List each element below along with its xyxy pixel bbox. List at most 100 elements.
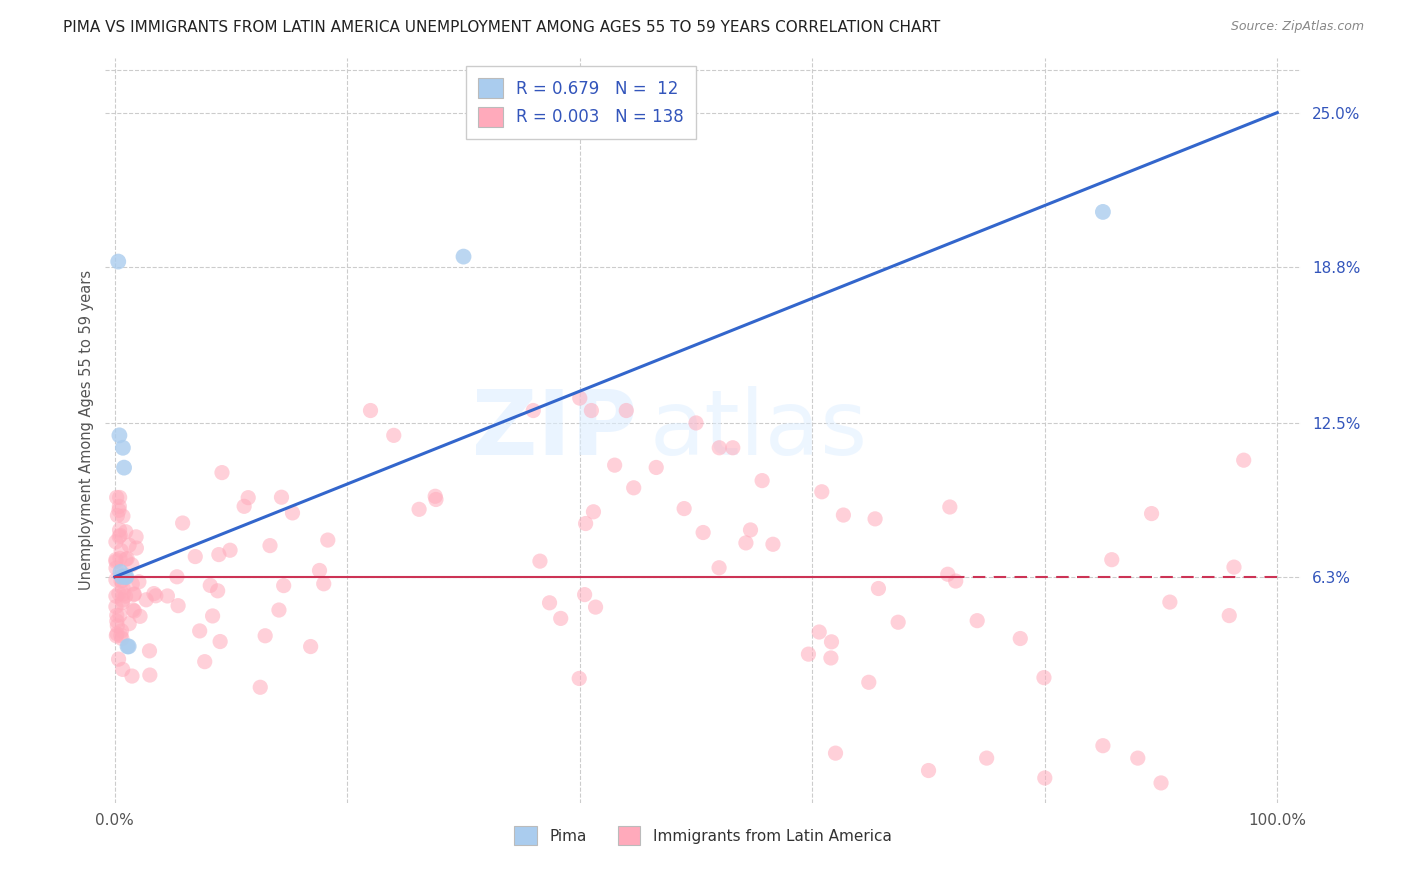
Point [108, 500, 131, 514]
Point [105, 491, 128, 505]
Point [858, 675, 880, 690]
Point [125, 541, 148, 555]
Point [645, 460, 668, 475]
Y-axis label: Unemployment Among Ages 55 to 59 years: Unemployment Among Ages 55 to 59 years [79, 270, 94, 591]
Point [105, 614, 128, 628]
Point [219, 543, 242, 558]
Point [139, 668, 162, 682]
Point [111, 441, 134, 455]
Point [585, 600, 607, 615]
Point [735, 536, 758, 550]
Point [707, 560, 730, 574]
Point [887, 615, 910, 630]
Point [184, 549, 207, 564]
Point [1223, 560, 1246, 574]
Point [108, 551, 131, 566]
Point [603, 458, 626, 472]
Point [614, 403, 637, 417]
Point [108, 428, 131, 442]
Point [1101, 552, 1123, 566]
Point [1233, 453, 1256, 467]
Point [145, 589, 167, 603]
Text: ZIP: ZIP [472, 386, 637, 475]
Point [582, 505, 605, 519]
Point [188, 624, 211, 638]
Point [966, 614, 988, 628]
Point [104, 589, 127, 603]
Point [810, 484, 832, 499]
Point [104, 554, 127, 568]
Point [623, 481, 645, 495]
Point [522, 403, 544, 417]
Point [936, 567, 959, 582]
Point [111, 662, 134, 676]
Point [111, 581, 134, 595]
Text: PIMA VS IMMIGRANTS FROM LATIN AMERICA UNEMPLOYMENT AMONG AGES 55 TO 59 YEARS COR: PIMA VS IMMIGRANTS FROM LATIN AMERICA UN… [63, 20, 941, 35]
Point [108, 503, 131, 517]
Point [1126, 751, 1149, 765]
Legend: Pima, Immigrants from Latin America: Pima, Immigrants from Latin America [509, 820, 897, 851]
Point [238, 491, 260, 505]
Point [568, 672, 591, 686]
Point [142, 586, 165, 600]
Point [453, 250, 475, 264]
Point [820, 635, 842, 649]
Point [122, 588, 145, 602]
Point [111, 632, 134, 646]
Point [425, 489, 447, 503]
Point [118, 538, 141, 552]
Point [797, 647, 820, 661]
Point [312, 576, 335, 591]
Point [104, 534, 127, 549]
Point [166, 570, 188, 584]
Point [114, 524, 136, 539]
Point [382, 428, 405, 442]
Point [270, 490, 292, 504]
Point [118, 616, 141, 631]
Point [105, 561, 128, 575]
Point [111, 574, 134, 588]
Point [254, 629, 277, 643]
Point [308, 564, 330, 578]
Point [267, 603, 290, 617]
Point [105, 619, 128, 633]
Point [114, 568, 136, 582]
Point [108, 586, 131, 600]
Text: atlas: atlas [650, 386, 868, 475]
Point [281, 506, 304, 520]
Point [104, 552, 127, 566]
Point [104, 573, 127, 587]
Point [692, 525, 714, 540]
Point [820, 651, 842, 665]
Point [110, 574, 132, 589]
Point [425, 492, 447, 507]
Point [121, 669, 143, 683]
Point [211, 466, 233, 480]
Point [107, 254, 129, 268]
Point [200, 578, 222, 592]
Point [360, 403, 382, 417]
Point [108, 608, 131, 623]
Point [581, 403, 603, 417]
Point [129, 609, 152, 624]
Point [550, 611, 572, 625]
Point [111, 570, 134, 584]
Point [121, 558, 143, 572]
Point [299, 640, 322, 654]
Point [124, 604, 146, 618]
Point [108, 491, 131, 505]
Point [156, 589, 179, 603]
Point [138, 644, 160, 658]
Point [128, 574, 150, 589]
Point [110, 624, 132, 638]
Point [110, 565, 132, 579]
Point [976, 751, 998, 765]
Point [316, 533, 339, 547]
Point [201, 609, 224, 624]
Point [121, 577, 143, 591]
Point [574, 588, 596, 602]
Point [538, 596, 561, 610]
Point [1033, 771, 1056, 785]
Point [207, 583, 229, 598]
Point [939, 500, 962, 514]
